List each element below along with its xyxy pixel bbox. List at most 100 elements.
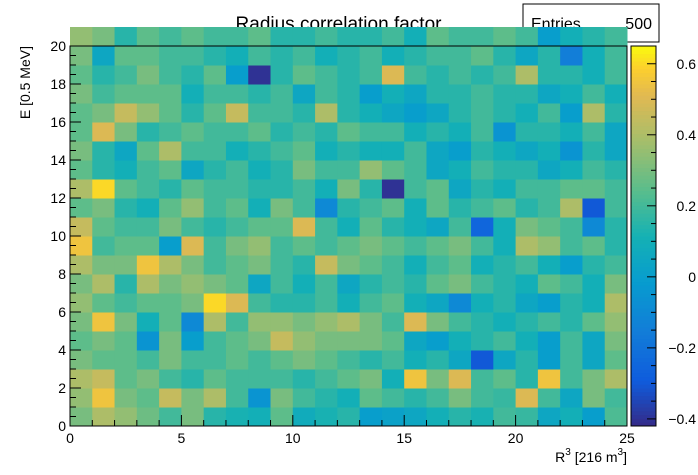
y-axis: 0 2 4 6 8 10 12 14 16 18 20 <box>50 38 81 434</box>
palette-segment <box>631 338 656 343</box>
heatmap-cell <box>270 141 294 161</box>
heatmap-cell <box>114 350 138 370</box>
heatmap-cell <box>359 388 383 408</box>
heatmap-cell <box>203 388 227 408</box>
palette-segment <box>631 331 656 336</box>
heatmap-cell <box>181 103 205 123</box>
heatmap-cell <box>604 331 628 351</box>
heatmap-cell <box>381 236 405 256</box>
heatmap-cell <box>292 407 316 427</box>
heatmap-cell <box>582 46 606 66</box>
heatmap-cell <box>114 369 138 389</box>
heatmap-cell <box>159 46 182 66</box>
heatmap-cell <box>159 407 182 427</box>
heatmap-cell <box>448 331 472 351</box>
heatmap-cell <box>359 27 383 47</box>
heatmap-cell <box>560 103 583 123</box>
heatmap-cell <box>448 84 472 104</box>
heatmap-cell <box>248 65 272 85</box>
heatmap-cell <box>426 84 450 104</box>
heatmap-cell <box>248 407 272 427</box>
heatmap-cell <box>92 198 116 218</box>
z-tick-label: −0.2 <box>668 340 696 356</box>
z-axis: −0.4 −0.2 0 0.2 0.4 0.6 <box>647 45 697 427</box>
heatmap-cell <box>337 141 361 161</box>
heatmap-cell <box>114 255 138 275</box>
x-axis-title-sup1: 3 <box>565 447 571 458</box>
heatmap-cell <box>515 388 539 408</box>
heatmap-cell <box>159 293 182 313</box>
heatmap-cell <box>515 198 539 218</box>
heatmap-cell <box>225 46 249 66</box>
heatmap-cell <box>181 388 205 408</box>
heatmap-cell <box>471 160 494 180</box>
palette-segment <box>631 118 656 123</box>
heatmap-cell <box>493 198 517 218</box>
heatmap-cell <box>136 46 160 66</box>
heatmap-cell <box>582 179 606 199</box>
heatmap-cell <box>315 65 338 85</box>
heatmap-cell <box>248 369 272 389</box>
heatmap-cell <box>582 293 606 313</box>
heatmap-cell <box>315 407 338 427</box>
heatmap-cell <box>381 274 405 294</box>
heatmap-cell <box>426 274 450 294</box>
heatmap-cell <box>337 179 361 199</box>
heatmap-cell <box>292 198 316 218</box>
heatmap-cell <box>448 255 472 275</box>
z-tick-label: −0.4 <box>668 411 696 427</box>
heatmap-cell <box>203 179 227 199</box>
heatmap-cell <box>515 141 539 161</box>
heatmap-cell <box>381 84 405 104</box>
heatmap-cell <box>471 255 494 275</box>
heatmap-cell <box>493 388 517 408</box>
z-tick-label: 0.6 <box>677 56 697 72</box>
palette-segment <box>631 228 656 233</box>
palette-segment <box>631 262 656 267</box>
palette-segment <box>631 65 656 70</box>
palette-segment <box>631 125 656 131</box>
heatmap-cell <box>515 236 539 256</box>
heatmap-cell <box>270 27 294 47</box>
heatmap-cell <box>537 255 561 275</box>
heatmap-cell <box>70 293 93 313</box>
heatmap-cell <box>315 84 338 104</box>
palette-segment <box>631 106 656 112</box>
heatmap-cell <box>515 122 539 142</box>
heatmap-cell <box>292 141 316 161</box>
heatmap-cell <box>381 293 405 313</box>
heatmap-cell <box>404 46 427 66</box>
heatmap-cell <box>604 84 628 104</box>
palette-segment <box>631 87 656 93</box>
heatmap-cell <box>381 350 405 370</box>
palette-segment <box>631 232 656 237</box>
heatmap-cell <box>471 198 494 218</box>
heatmap-cell <box>70 388 93 408</box>
heatmap-cell <box>426 46 450 66</box>
heatmap-cell <box>493 84 517 104</box>
heatmap-cell <box>270 122 294 142</box>
heatmap-cell <box>159 331 182 351</box>
heatmap-cell <box>181 236 205 256</box>
heatmap-cell <box>359 65 383 85</box>
heatmap-cell <box>270 84 294 104</box>
heatmap-cell <box>493 217 517 237</box>
palette-segment <box>631 152 656 157</box>
heatmap-cell <box>448 46 472 66</box>
palette-segment <box>631 350 656 355</box>
heatmap-cell <box>92 388 116 408</box>
heatmap-cell <box>337 65 361 85</box>
heatmap-cell <box>471 293 494 313</box>
heatmap-cell <box>181 274 205 294</box>
palette-segment <box>631 342 656 347</box>
x-tick-label: 0 <box>66 430 74 446</box>
heatmap-cell <box>560 407 583 427</box>
heatmap-cell <box>537 388 561 408</box>
heatmap-cell <box>159 369 182 389</box>
palette-segment <box>631 72 656 77</box>
heatmap-cell <box>337 46 361 66</box>
heatmap-cell <box>225 179 249 199</box>
heatmap-cell <box>359 46 383 66</box>
heatmap-cell <box>248 46 272 66</box>
y-axis-title: E [0.5 MeV] <box>17 46 33 119</box>
